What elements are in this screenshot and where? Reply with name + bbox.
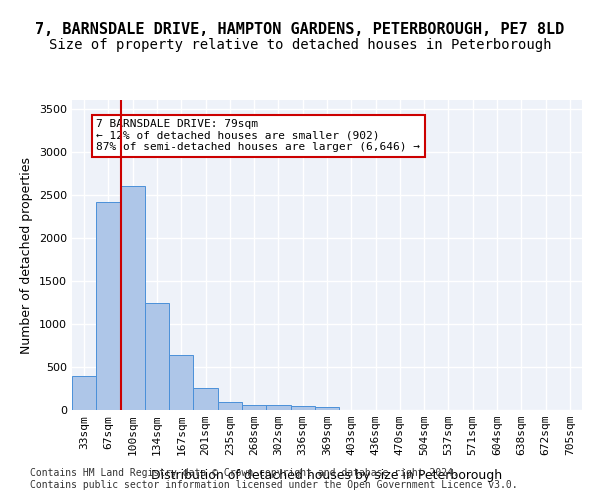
Bar: [121, 186, 145, 410]
Text: Contains HM Land Registry data © Crown copyright and database right 2024.
Contai: Contains HM Land Registry data © Crown c…: [30, 468, 518, 490]
Bar: [290, 406, 315, 410]
Bar: [266, 405, 290, 410]
Y-axis label: Number of detached properties: Number of detached properties: [20, 156, 34, 354]
Bar: [169, 355, 193, 410]
Bar: [72, 376, 96, 410]
Bar: [242, 405, 266, 410]
Bar: [218, 402, 242, 410]
Bar: [193, 388, 218, 410]
Bar: [96, 202, 121, 410]
Bar: [315, 408, 339, 410]
Text: 7 BARNSDALE DRIVE: 79sqm
← 12% of detached houses are smaller (902)
87% of semi-: 7 BARNSDALE DRIVE: 79sqm ← 12% of detach…: [96, 119, 420, 152]
Bar: [145, 303, 169, 410]
Text: 7, BARNSDALE DRIVE, HAMPTON GARDENS, PETERBOROUGH, PE7 8LD: 7, BARNSDALE DRIVE, HAMPTON GARDENS, PET…: [35, 22, 565, 38]
Text: Size of property relative to detached houses in Peterborough: Size of property relative to detached ho…: [49, 38, 551, 52]
X-axis label: Distribution of detached houses by size in Peterborough: Distribution of detached houses by size …: [151, 469, 503, 482]
